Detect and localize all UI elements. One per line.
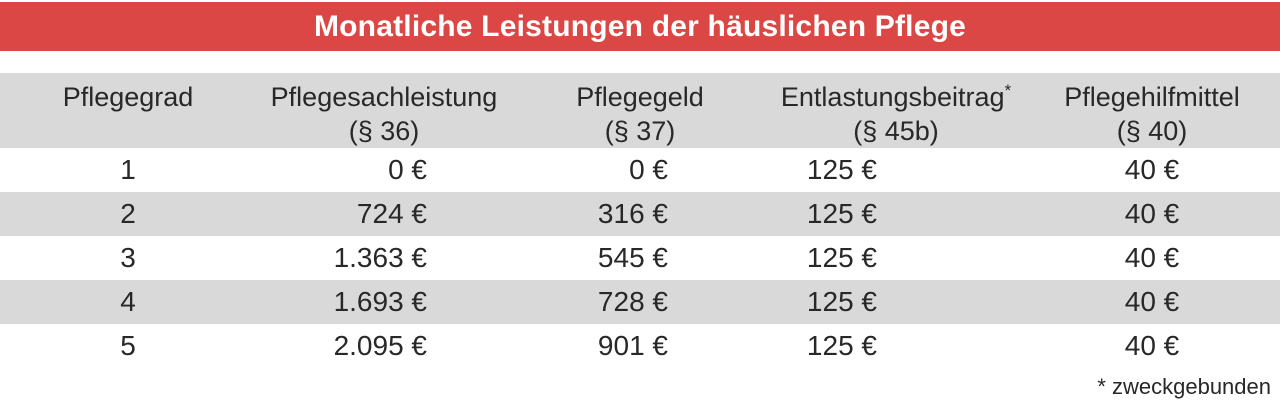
cell-hilfsmittel: 40 € bbox=[1124, 154, 1180, 185]
cell-sachleistung: 724 € bbox=[356, 198, 427, 229]
column-header-pflegehilfmittel: Pflegehilfmittel (§ 40) bbox=[1024, 73, 1280, 148]
cell-grade: 5 bbox=[120, 330, 136, 361]
cell-hilfsmittel: 40 € bbox=[1124, 286, 1180, 317]
cell-entlastungsbeitrag: 125 € bbox=[806, 242, 877, 273]
cell-pflegegeld: 545 € bbox=[597, 242, 668, 273]
cell-grade: 1 bbox=[120, 154, 136, 185]
column-header-pflegegeld: Pflegegeld (§ 37) bbox=[512, 73, 768, 148]
header-superscript: * bbox=[1004, 81, 1012, 100]
cell-pflegegeld: 901 € bbox=[597, 330, 668, 361]
column-header-paragraph: (§ 45b) bbox=[853, 116, 939, 146]
column-header-paragraph: (§ 40) bbox=[1116, 116, 1188, 146]
column-header-pflegesachleistung: Pflegesachleistung (§ 36) bbox=[256, 73, 512, 148]
table-header: Pflegegrad Pflegesachleistung (§ 36) Pfl… bbox=[0, 73, 1280, 148]
cell-entlastungsbeitrag: 125 € bbox=[806, 330, 877, 361]
cell-hilfsmittel: 40 € bbox=[1124, 198, 1180, 229]
table-row-grade-4: 4 1.693 € 728 € 125 € 40 € bbox=[0, 280, 1280, 324]
table-row-grade-5: 5 2.095 € 901 € 125 € 40 € bbox=[0, 324, 1280, 368]
cell-pflegegeld: 728 € bbox=[597, 286, 668, 317]
cell-grade: 4 bbox=[120, 286, 136, 317]
column-header-pflegegrad: Pflegegrad bbox=[62, 82, 194, 112]
footnote-zweckgebunden: * zweckgebunden bbox=[1097, 374, 1271, 399]
cell-sachleistung: 2.095 € bbox=[333, 330, 427, 361]
cell-entlastungsbeitrag: 125 € bbox=[806, 286, 877, 317]
cell-sachleistung: 0 € bbox=[388, 154, 427, 185]
cell-sachleistung: 1.363 € bbox=[333, 242, 427, 273]
cell-hilfsmittel: 40 € bbox=[1124, 242, 1180, 273]
cell-grade: 3 bbox=[120, 242, 136, 273]
table-row-grade-3: 3 1.363 € 545 € 125 € 40 € bbox=[0, 236, 1280, 280]
column-header-entlastungsbeitrag: Entlastungsbeitrag* (§ 45b) bbox=[768, 73, 1024, 148]
column-header-paragraph: (§ 37) bbox=[604, 116, 676, 146]
cell-entlastungsbeitrag: 125 € bbox=[806, 154, 877, 185]
cell-pflegegeld: 0 € bbox=[629, 154, 668, 185]
cell-entlastungsbeitrag: 125 € bbox=[806, 198, 877, 229]
cell-pflegegeld: 316 € bbox=[597, 198, 668, 229]
cell-grade: 2 bbox=[120, 198, 136, 229]
cell-hilfsmittel: 40 € bbox=[1124, 330, 1180, 361]
page-title: Monatliche Leistungen der häuslichen Pfl… bbox=[313, 9, 967, 43]
cell-sachleistung: 1.693 € bbox=[333, 286, 427, 317]
title-banner: Monatliche Leistungen der häuslichen Pfl… bbox=[0, 2, 1280, 51]
benefits-table: Pflegegrad Pflegesachleistung (§ 36) Pfl… bbox=[0, 73, 1280, 368]
header-row: Pflegegrad Pflegesachleistung (§ 36) Pfl… bbox=[0, 73, 1280, 148]
table-body: 1 0 € 0 € 125 € 40 € 2 724 € 316 € 125 €… bbox=[0, 148, 1280, 368]
table-row-grade-1: 1 0 € 0 € 125 € 40 € bbox=[0, 148, 1280, 192]
column-header-paragraph: (§ 36) bbox=[348, 116, 420, 146]
table-row-grade-2: 2 724 € 316 € 125 € 40 € bbox=[0, 192, 1280, 236]
